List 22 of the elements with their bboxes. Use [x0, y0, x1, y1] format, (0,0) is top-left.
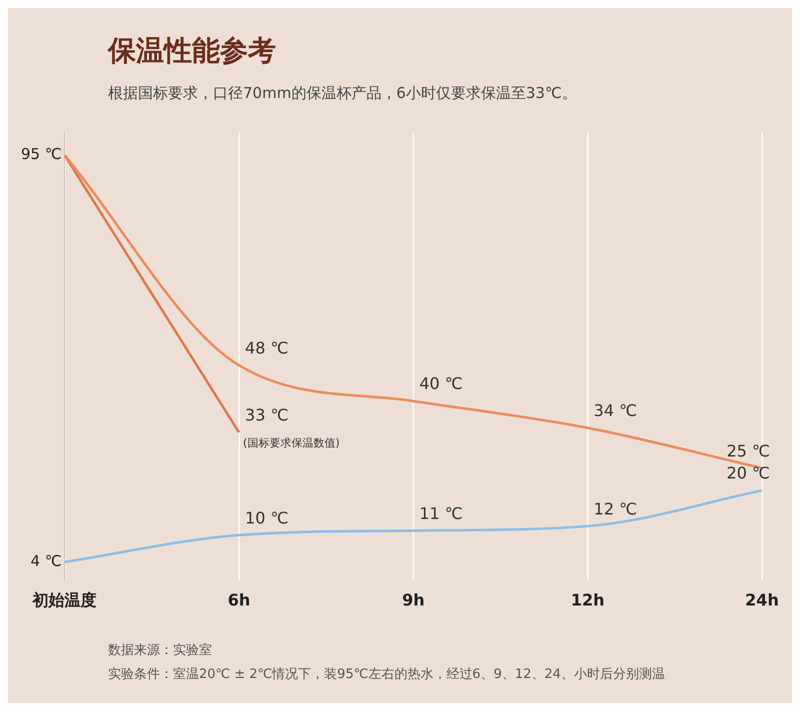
data-label: 20 ℃	[726, 464, 770, 483]
x-tick-label: 9h	[402, 590, 425, 610]
x-tick-label: 初始温度	[32, 590, 97, 610]
data-label: 12 ℃	[594, 499, 638, 518]
chart-subtitle: 根据国标要求，口径70mm的保温杯产品，6小时仅要求保温至33℃。	[108, 84, 578, 103]
data-label: 40 ℃	[419, 374, 463, 394]
text: 实验条件：室温20℃ ± 2℃情况下，装95℃左右的热水，经过6、9、12、24、小时后分别测温	[108, 666, 666, 684]
annotation: (国标要求保温数值)	[243, 436, 340, 450]
x-tick-label: 24h	[745, 590, 779, 610]
data-label: 10 ℃	[245, 508, 288, 528]
x-tick-label: 12h	[570, 590, 605, 610]
y-tick-label: 4 ℃	[30, 552, 62, 570]
line-series	[63, 489, 764, 564]
chart-title: 保温性能参考	[108, 33, 277, 69]
source-note: 数据来源：实验室	[108, 642, 213, 660]
x-tick-label: 6h	[228, 590, 250, 610]
data-label: 11 ℃	[419, 504, 463, 523]
data-label: 33 ℃	[245, 406, 288, 425]
data-label: 34 ℃	[594, 401, 638, 420]
y-tick-label: 95 ℃	[21, 145, 62, 164]
data-label: 48 ℃	[245, 338, 288, 358]
data-label: 25 ℃	[726, 441, 770, 460]
